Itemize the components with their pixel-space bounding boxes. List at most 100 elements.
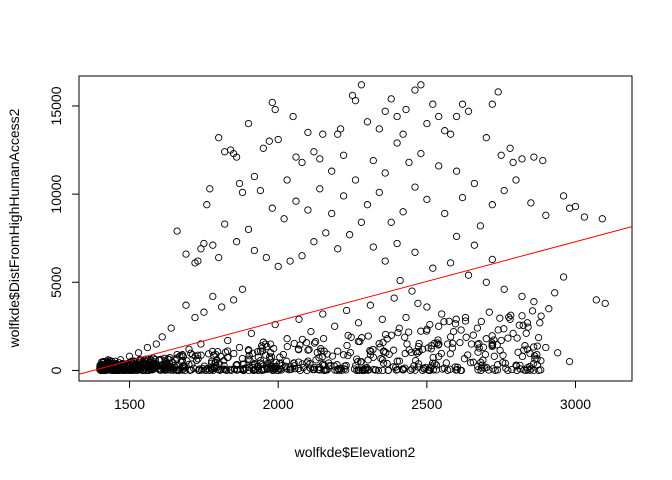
data-point [489, 365, 497, 373]
data-point [214, 347, 222, 356]
data-point [512, 361, 520, 369]
regression-line-group [78, 226, 633, 375]
data-point [235, 179, 244, 188]
data-point [259, 144, 267, 152]
data-point [524, 323, 532, 331]
plot-box [78, 75, 633, 382]
data-point [244, 225, 253, 234]
data-point [500, 325, 508, 333]
data-point [403, 340, 411, 348]
data-point [194, 366, 203, 375]
data-point [322, 229, 330, 237]
data-point [339, 192, 348, 200]
data-point [279, 350, 287, 359]
data-point [514, 348, 522, 356]
data-point [460, 355, 469, 363]
data-point [339, 351, 348, 359]
data-point [210, 351, 218, 359]
data-point [482, 278, 490, 286]
data-point [427, 342, 435, 350]
data-point [354, 319, 363, 327]
data-point [310, 339, 319, 347]
data-point [530, 343, 538, 351]
data-point [433, 339, 441, 347]
data-point [414, 360, 423, 368]
data-point [435, 322, 443, 330]
data-point [366, 346, 374, 355]
data-point [331, 322, 339, 330]
data-point [367, 347, 375, 356]
data-point [192, 356, 201, 365]
data-point [464, 107, 473, 115]
data-point [401, 333, 409, 341]
data-point [381, 330, 390, 339]
data-point [254, 353, 263, 361]
data-point [99, 366, 107, 374]
data-point [415, 347, 423, 356]
data-point [506, 144, 514, 152]
data-point [122, 364, 130, 372]
data-point [206, 185, 214, 193]
data-point [369, 156, 377, 165]
data-point [504, 334, 512, 342]
data-point [536, 319, 544, 327]
data-point [417, 327, 425, 335]
data-point [296, 366, 304, 375]
data-point [554, 349, 562, 357]
data-point [104, 357, 112, 366]
data-point [268, 204, 276, 212]
data-point [559, 192, 568, 200]
data-point [488, 100, 496, 108]
data-point [366, 301, 375, 309]
data-point [530, 352, 539, 360]
data-point [336, 364, 345, 373]
data-point [226, 365, 234, 374]
data-point [215, 134, 223, 142]
data-point [268, 98, 276, 107]
data-point [363, 201, 372, 209]
data-point [383, 359, 391, 368]
data-point [528, 307, 537, 315]
data-point [545, 305, 553, 313]
data-point [518, 155, 526, 163]
data-point [519, 321, 527, 330]
data-point [466, 359, 475, 367]
data-point [158, 333, 166, 341]
data-point [488, 340, 497, 349]
data-point [461, 313, 470, 322]
data-point [461, 317, 470, 325]
x-tick-label: 2000 [263, 396, 294, 412]
data-point [392, 363, 400, 371]
data-point [505, 313, 513, 321]
x-tick-label: 1500 [114, 396, 145, 412]
data-point [310, 365, 318, 374]
regression-line [78, 226, 633, 375]
data-point [456, 338, 464, 347]
data-point [168, 358, 176, 367]
data-point [334, 347, 342, 355]
data-point [136, 366, 144, 374]
data-point [262, 253, 270, 262]
data-point [369, 345, 377, 354]
data-point [200, 362, 209, 370]
data-point [523, 345, 531, 353]
data-point [446, 259, 455, 267]
data-point [304, 206, 312, 214]
data-point [304, 128, 312, 137]
data-point [490, 336, 498, 344]
data-point [342, 306, 351, 315]
data-point [273, 366, 281, 374]
data-point [457, 326, 465, 334]
data-point [490, 352, 498, 360]
data-point [530, 153, 538, 161]
data-point [390, 294, 398, 302]
data-point [304, 346, 312, 354]
data-point [215, 253, 223, 262]
data-point [394, 328, 402, 337]
data-point [316, 155, 324, 163]
data-point [542, 343, 550, 352]
data-point [518, 312, 526, 320]
data-point [411, 248, 419, 256]
data-point [200, 308, 208, 316]
data-point [485, 308, 493, 316]
